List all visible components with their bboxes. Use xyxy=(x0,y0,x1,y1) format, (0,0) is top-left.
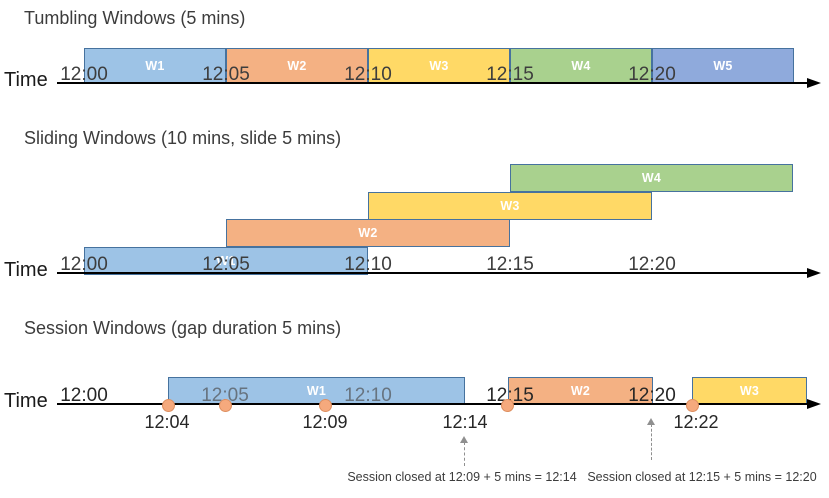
callout-arrow xyxy=(464,442,465,466)
window-bar: W1 xyxy=(84,247,368,275)
window-bar: W2 xyxy=(226,48,368,84)
event-time-label: 12:09 xyxy=(302,412,348,432)
window-label: W5 xyxy=(713,59,733,73)
window-label: W1 xyxy=(306,384,327,398)
time-tick-label: 12:20 xyxy=(628,254,676,275)
section-title: Session Windows (gap duration 5 mins) xyxy=(24,318,342,338)
time-axis-line xyxy=(57,82,808,85)
window-label: W2 xyxy=(287,59,307,73)
window-label: W4 xyxy=(641,171,662,185)
event-dot xyxy=(218,398,232,412)
window-bar: W3 xyxy=(368,192,652,220)
window-label: W1 xyxy=(145,59,165,73)
axis-arrowhead-icon xyxy=(807,267,821,278)
callout-arrowhead-icon xyxy=(460,436,468,443)
window-bar: W2 xyxy=(226,219,510,247)
callout-arrow xyxy=(651,424,652,460)
time-tick-label: 12:00 xyxy=(60,385,108,406)
event-dot xyxy=(685,398,699,412)
window-bar: W5 xyxy=(652,48,794,84)
time-tick-label: 12:10 xyxy=(344,254,392,275)
window-bar: W4 xyxy=(510,48,652,84)
time-tick-label: 12:10 xyxy=(344,385,392,406)
time-tick-label: 12:15 xyxy=(486,385,534,406)
section-title: Tumbling Windows (5 mins) xyxy=(24,8,246,28)
window-label: W1 xyxy=(216,254,236,268)
time-axis-line xyxy=(57,272,808,275)
time-tick-label: 12:20 xyxy=(628,64,676,85)
window-label: W2 xyxy=(570,384,591,398)
window-bar: W1 xyxy=(168,377,465,405)
window-bar: W3 xyxy=(692,377,807,405)
time-tick-label: 12:20 xyxy=(628,385,676,406)
time-axis-label: Time xyxy=(4,390,48,412)
event-time-label: 12:14 xyxy=(442,412,488,432)
time-tick-label: 12:05 xyxy=(201,385,249,406)
time-tick-label: 12:15 xyxy=(486,254,534,275)
event-dot xyxy=(500,398,514,412)
callout-text: Session closed at 12:09 + 5 mins = 12:14 xyxy=(347,470,577,484)
callout-arrowhead-icon xyxy=(647,418,655,425)
time-tick-label: 12:00 xyxy=(60,254,108,275)
time-tick-label: 12:05 xyxy=(202,64,250,85)
time-axis-label: Time xyxy=(4,69,48,91)
section-title: Sliding Windows (10 mins, slide 5 mins) xyxy=(24,128,342,148)
window-bar: W4 xyxy=(510,164,793,192)
axis-arrowhead-icon xyxy=(807,77,821,88)
time-tick-label: 12:05 xyxy=(202,254,250,275)
event-dot xyxy=(318,398,332,412)
time-tick-label: 12:00 xyxy=(60,64,108,85)
window-label: W3 xyxy=(429,59,449,73)
event-dot xyxy=(161,398,175,412)
axis-arrowhead-icon xyxy=(807,398,821,409)
time-tick-label: 12:15 xyxy=(486,64,534,85)
window-label: W3 xyxy=(739,384,760,398)
window-label: W4 xyxy=(571,59,591,73)
time-tick-label: 12:10 xyxy=(344,64,392,85)
callout-text: Session closed at 12:15 + 5 mins = 12:20 xyxy=(587,470,817,484)
window-label: W3 xyxy=(500,199,520,213)
time-axis-line xyxy=(57,403,808,406)
time-axis-label: Time xyxy=(4,259,48,281)
event-time-label: 12:22 xyxy=(673,412,719,432)
window-bar: W2 xyxy=(508,377,653,405)
window-label: W2 xyxy=(358,226,378,240)
event-time-label: 12:04 xyxy=(144,412,190,432)
